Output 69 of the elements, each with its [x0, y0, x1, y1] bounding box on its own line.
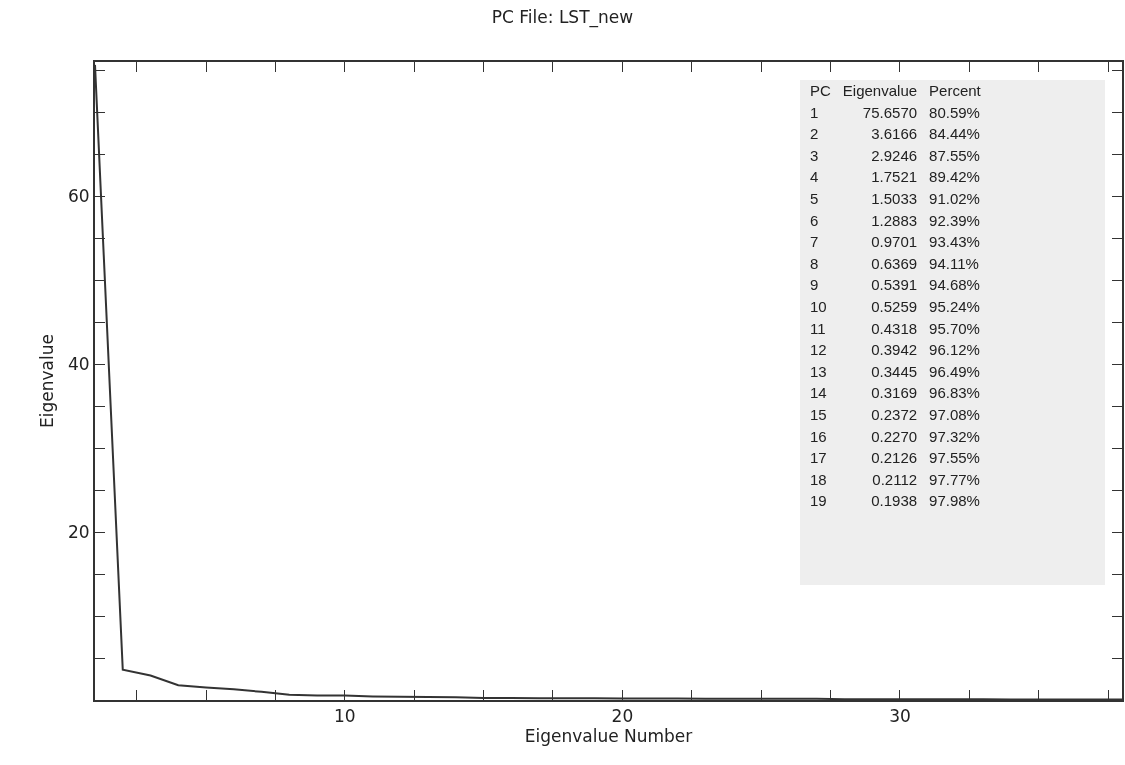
annotation: 96.12% — [928, 340, 981, 361]
annotation: 13 — [809, 361, 828, 382]
annotation: Percent — [928, 81, 982, 101]
annotation: 89.42% — [928, 167, 981, 188]
annotation: 4 — [809, 167, 820, 188]
annotation: 2 — [809, 124, 820, 145]
y-tick-label: 40 — [67, 354, 90, 375]
annotation: 0.3942 — [870, 340, 919, 361]
annotation: 95.70% — [928, 318, 981, 339]
annotation: 15 — [809, 404, 828, 425]
annotation: 8 — [809, 253, 820, 274]
annotation: 17 — [809, 448, 828, 469]
annotation: 16 — [809, 426, 828, 447]
annotation: 0.1938 — [870, 491, 919, 512]
annotation: 97.77% — [928, 469, 981, 490]
x-tick-label: 20 — [611, 706, 634, 727]
annotation: 91.02% — [928, 188, 981, 209]
annotation: 0.2372 — [870, 404, 919, 425]
annotation: 97.55% — [928, 448, 981, 469]
annotation: 0.2112 — [871, 469, 919, 490]
annotation: 0.2126 — [870, 448, 919, 469]
annotation: 1.2883 — [870, 210, 919, 231]
annotation: 96.83% — [928, 383, 981, 404]
annotation: 0.3169 — [870, 383, 919, 404]
annotation: 14 — [809, 383, 828, 404]
annotation: 87.55% — [928, 145, 981, 166]
x-tick-label: 30 — [889, 706, 911, 727]
annotation: 75.6570 — [861, 102, 919, 123]
annotation: 2.9246 — [870, 145, 919, 166]
annotation: 0.9701 — [870, 232, 919, 253]
annotation: 95.24% — [928, 296, 981, 317]
annotation: 94.68% — [928, 275, 981, 296]
annotation: 0.2270 — [870, 426, 919, 447]
x-axis-title: Eigenvalue Number — [524, 726, 693, 747]
annotation: PC — [809, 81, 832, 101]
y-tick-label: 60 — [67, 186, 90, 207]
annotation: 1.7521 — [870, 167, 919, 188]
annotation: 3.6166 — [870, 124, 919, 145]
annotation: 1 — [809, 102, 820, 123]
y-tick-label: 20 — [67, 522, 90, 543]
annotation: 6 — [809, 210, 820, 231]
annotation: 3 — [809, 145, 820, 166]
y-axis-title: Eigenvalue — [37, 334, 58, 428]
annotation: 96.49% — [928, 361, 981, 382]
annotation: 0.6369 — [870, 253, 919, 274]
annotation: 97.98% — [928, 491, 981, 512]
annotation: 0.3445 — [870, 361, 919, 382]
annotation: 94.11% — [928, 253, 980, 274]
annotation: 10 — [809, 296, 828, 317]
annotation: 97.32% — [928, 426, 981, 447]
annotation: Eigenvalue — [841, 81, 919, 101]
annotation: 12 — [809, 340, 828, 361]
annotation: 0.5391 — [870, 275, 919, 296]
annotation: 19 — [809, 491, 828, 512]
annotation: 97.08% — [928, 404, 981, 425]
chart-title: PC File: LST_new — [491, 7, 634, 29]
annotation: 18 — [809, 469, 828, 490]
annotation: 7 — [809, 232, 820, 253]
annotation: 11 — [809, 318, 827, 339]
annotation: 92.39% — [928, 210, 981, 231]
annotation: 93.43% — [928, 232, 981, 253]
annotation: 9 — [809, 275, 820, 296]
annotation: 0.5259 — [870, 296, 919, 317]
x-tick-label: 10 — [333, 706, 356, 727]
annotation: 80.59% — [928, 102, 981, 123]
annotation: 5 — [809, 188, 820, 209]
annotation: 84.44% — [928, 124, 981, 145]
annotation: 0.4318 — [870, 318, 919, 339]
annotation: 1.5033 — [870, 188, 919, 209]
